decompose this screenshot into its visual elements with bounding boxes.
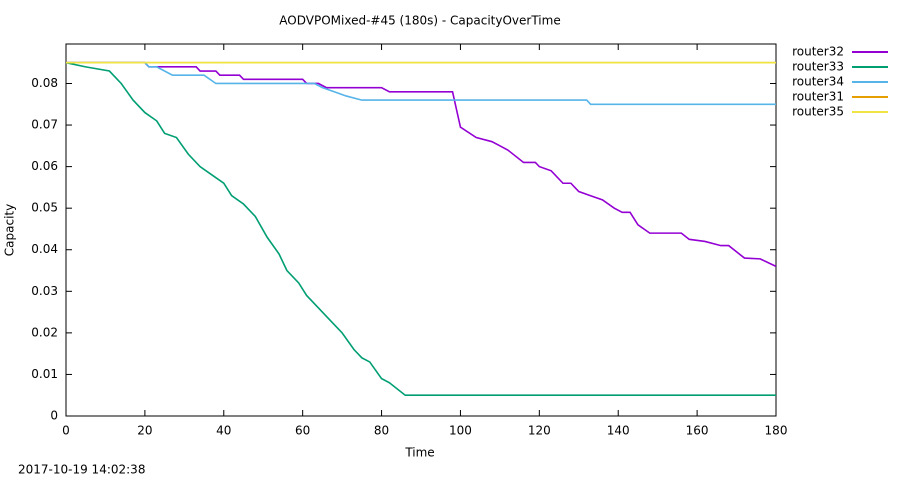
- legend-label: router31: [792, 90, 844, 104]
- x-tick-label: 100: [449, 424, 472, 438]
- legend-label: router35: [792, 105, 844, 119]
- series-line: [65, 61, 776, 397]
- chart-title: AODVPOMixed-#45 (180s) - CapacityOverTim…: [279, 14, 560, 28]
- series-line: [66, 61, 777, 268]
- y-tick-label: 0.03: [31, 284, 58, 298]
- y-tick-label: 0.06: [31, 159, 58, 173]
- legend-label: router32: [792, 45, 844, 59]
- plot-border: [65, 43, 777, 417]
- x-tick-label: 20: [137, 424, 152, 438]
- x-tick-label: 0: [62, 424, 70, 438]
- x-tick-label: 60: [295, 424, 310, 438]
- x-tick-label: 160: [686, 424, 709, 438]
- y-tick-label: 0: [50, 409, 58, 423]
- x-tick-label: 140: [607, 424, 630, 438]
- x-tick-label: 120: [528, 424, 551, 438]
- y-tick-label: 0.05: [31, 201, 58, 215]
- y-tick-label: 0.07: [31, 118, 58, 132]
- legend-label: router34: [792, 75, 844, 89]
- legend-label: router33: [792, 60, 844, 74]
- y-tick-label: 0.08: [31, 76, 58, 90]
- x-tick-label: 80: [374, 424, 389, 438]
- x-tick-label: 180: [765, 424, 788, 438]
- y-axis-label: Capacity: [3, 204, 17, 256]
- series-line: [66, 61, 776, 106]
- timestamp: 2017-10-19 14:02:38: [18, 463, 145, 477]
- x-tick-label: 40: [216, 424, 231, 438]
- y-tick-label: 0.04: [31, 242, 58, 256]
- x-axis-label: Time: [404, 446, 434, 460]
- y-tick-label: 0.01: [31, 367, 58, 381]
- y-tick-label: 0.02: [31, 325, 58, 339]
